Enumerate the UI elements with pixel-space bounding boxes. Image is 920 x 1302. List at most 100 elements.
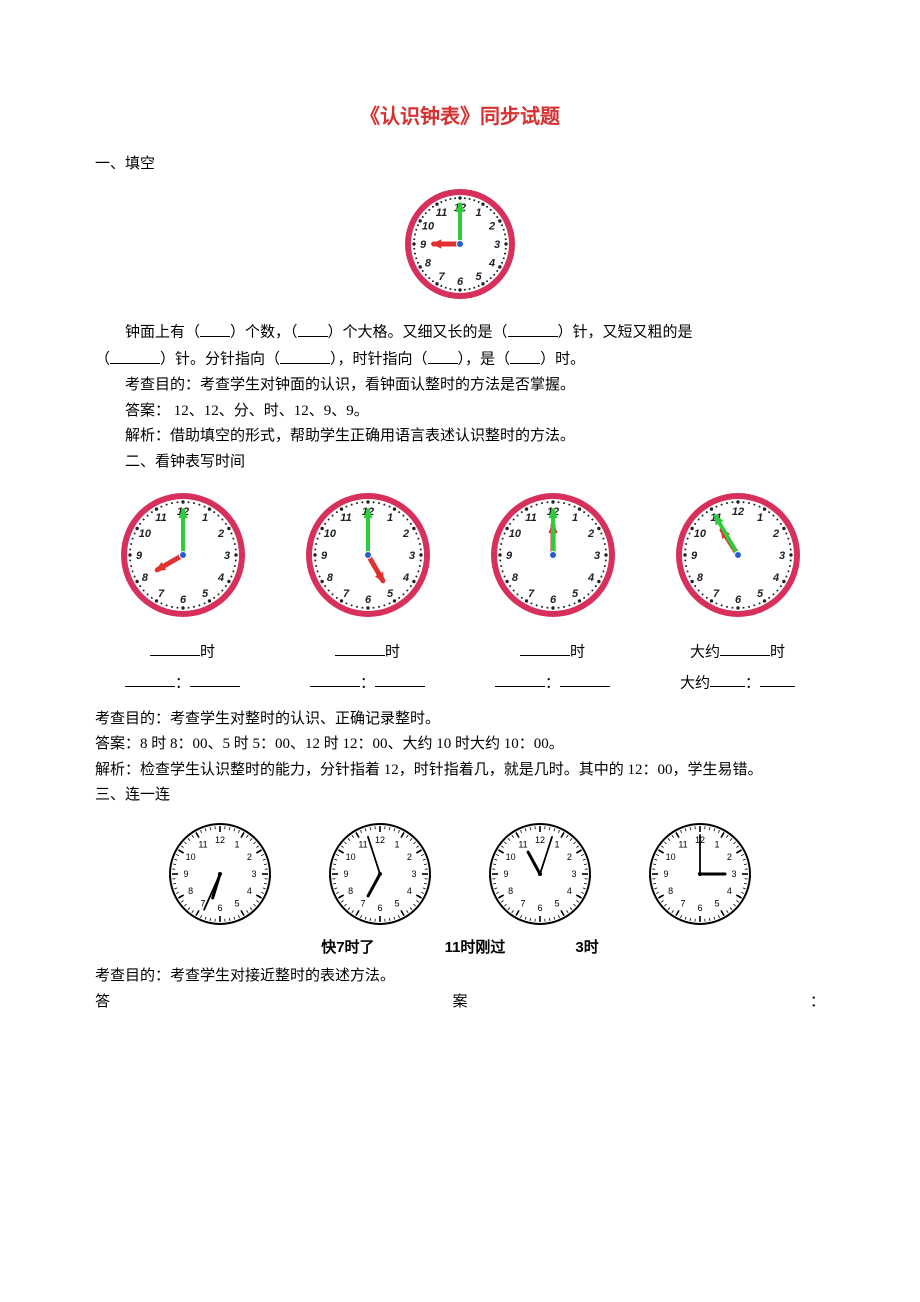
text: 时 xyxy=(770,644,785,660)
svg-text:5: 5 xyxy=(475,271,482,283)
svg-text:4: 4 xyxy=(727,886,732,896)
svg-text:8: 8 xyxy=(188,886,193,896)
svg-text:1: 1 xyxy=(386,512,392,524)
answer-cell: 大约： xyxy=(650,670,825,697)
blank xyxy=(710,670,745,688)
svg-text:9: 9 xyxy=(183,869,188,879)
svg-text:2: 2 xyxy=(587,528,594,540)
svg-text:3: 3 xyxy=(411,869,416,879)
svg-text:2: 2 xyxy=(217,528,224,540)
blank xyxy=(560,670,610,688)
text: 大约 xyxy=(690,644,720,660)
svg-text:4: 4 xyxy=(247,886,252,896)
svg-text:12: 12 xyxy=(535,835,545,845)
svg-text:6: 6 xyxy=(217,903,222,913)
svg-text:11: 11 xyxy=(518,839,527,849)
svg-text:6: 6 xyxy=(457,276,464,288)
svg-text:2: 2 xyxy=(772,528,779,540)
svg-text:7: 7 xyxy=(342,588,349,600)
svg-text:6: 6 xyxy=(364,594,371,606)
svg-text:10: 10 xyxy=(422,220,435,232)
svg-text:7: 7 xyxy=(520,898,525,908)
svg-text:1: 1 xyxy=(475,206,481,218)
text: ）个数，（ xyxy=(230,325,298,341)
svg-text:2: 2 xyxy=(567,852,572,862)
svg-text:9: 9 xyxy=(320,550,327,562)
svg-text:10: 10 xyxy=(508,528,521,540)
text: 时 xyxy=(200,644,215,660)
svg-text:8: 8 xyxy=(668,886,673,896)
text: ）时。 xyxy=(540,352,585,368)
svg-text:1: 1 xyxy=(714,839,719,849)
blank xyxy=(508,319,558,337)
svg-text:3: 3 xyxy=(593,550,599,562)
blank xyxy=(200,319,230,337)
svg-text:10: 10 xyxy=(138,528,151,540)
svg-text:6: 6 xyxy=(734,594,741,606)
svg-text:1: 1 xyxy=(554,839,559,849)
section-1-goal: 考查目的：考查学生对钟面的认识，看钟面认整时的方法是否掌握。 xyxy=(95,373,825,399)
svg-text:9: 9 xyxy=(135,550,142,562)
blank xyxy=(150,639,200,657)
svg-text:4: 4 xyxy=(217,572,224,584)
svg-text:2: 2 xyxy=(727,852,732,862)
svg-text:8: 8 xyxy=(696,572,703,584)
svg-text:9: 9 xyxy=(505,550,512,562)
section-1-fill-line2: （）针。分针指向（），时针指向（），是（）时。 xyxy=(95,346,825,373)
svg-text:8: 8 xyxy=(511,572,518,584)
blank xyxy=(510,346,540,364)
svg-text:11: 11 xyxy=(678,839,687,849)
svg-text:5: 5 xyxy=(386,588,393,600)
svg-text:5: 5 xyxy=(554,898,559,908)
blank xyxy=(335,639,385,657)
svg-text:9: 9 xyxy=(663,869,668,879)
blank xyxy=(310,670,360,688)
svg-text:5: 5 xyxy=(201,588,208,600)
text: 案 xyxy=(452,990,467,1016)
svg-text:11: 11 xyxy=(155,512,166,524)
text: ），是（ xyxy=(458,352,511,368)
blank xyxy=(760,670,795,688)
blank xyxy=(280,346,330,364)
svg-text:1: 1 xyxy=(571,512,577,524)
answer-cell: ： xyxy=(465,670,640,697)
svg-text:8: 8 xyxy=(425,257,432,269)
text: ），时针指向（ xyxy=(330,352,428,368)
svg-text:2: 2 xyxy=(488,220,495,232)
svg-text:2: 2 xyxy=(247,852,252,862)
text: （ xyxy=(95,352,110,368)
svg-text:4: 4 xyxy=(488,257,495,269)
section-3-clock-row: 123456789101112 123456789101112 12345678… xyxy=(95,819,825,961)
section-1-answer: 答案： 12、12、分、时、12、9、9。 xyxy=(95,399,825,425)
svg-text:11: 11 xyxy=(525,512,536,524)
svg-text:6: 6 xyxy=(697,903,702,913)
svg-text:11: 11 xyxy=(358,839,367,849)
section-1-fill-line1: 钟面上有（）个数，（）个大格。又细又长的是（）针，又短又粗的是 xyxy=(95,319,825,346)
svg-text:2: 2 xyxy=(402,528,409,540)
section-3-goal: 考查目的：考查学生对接近整时的表述方法。 xyxy=(95,964,825,990)
svg-text:1: 1 xyxy=(234,839,239,849)
svg-text:5: 5 xyxy=(714,898,719,908)
answer-cell: 时 xyxy=(95,639,270,666)
svg-text:9: 9 xyxy=(690,550,697,562)
answer-cell: 时 xyxy=(465,639,640,666)
label: 快7时了 xyxy=(321,935,374,961)
answer-cell: ： xyxy=(95,670,270,697)
svg-text:5: 5 xyxy=(394,898,399,908)
svg-text:8: 8 xyxy=(348,886,353,896)
svg-text:10: 10 xyxy=(346,852,356,862)
svg-text:3: 3 xyxy=(408,550,414,562)
svg-text:5: 5 xyxy=(234,898,239,908)
text: 答 xyxy=(95,990,110,1016)
section-2-analysis: 解析：检查学生认识整时的能力，分针指着 12，时针指着几，就是几时。其中的 12… xyxy=(95,758,825,784)
svg-text:9: 9 xyxy=(420,239,427,251)
section-2-answer-row-2: ： ： ： 大约： xyxy=(95,670,825,697)
text: 时 xyxy=(570,644,585,660)
svg-text:4: 4 xyxy=(407,886,412,896)
svg-text:5: 5 xyxy=(756,588,763,600)
text: ）针，又短又粗的是 xyxy=(558,325,693,341)
svg-text:3: 3 xyxy=(251,869,256,879)
text: 大约 xyxy=(680,675,710,691)
svg-text:4: 4 xyxy=(772,572,779,584)
answer-cell: 大约 时 xyxy=(650,639,825,666)
